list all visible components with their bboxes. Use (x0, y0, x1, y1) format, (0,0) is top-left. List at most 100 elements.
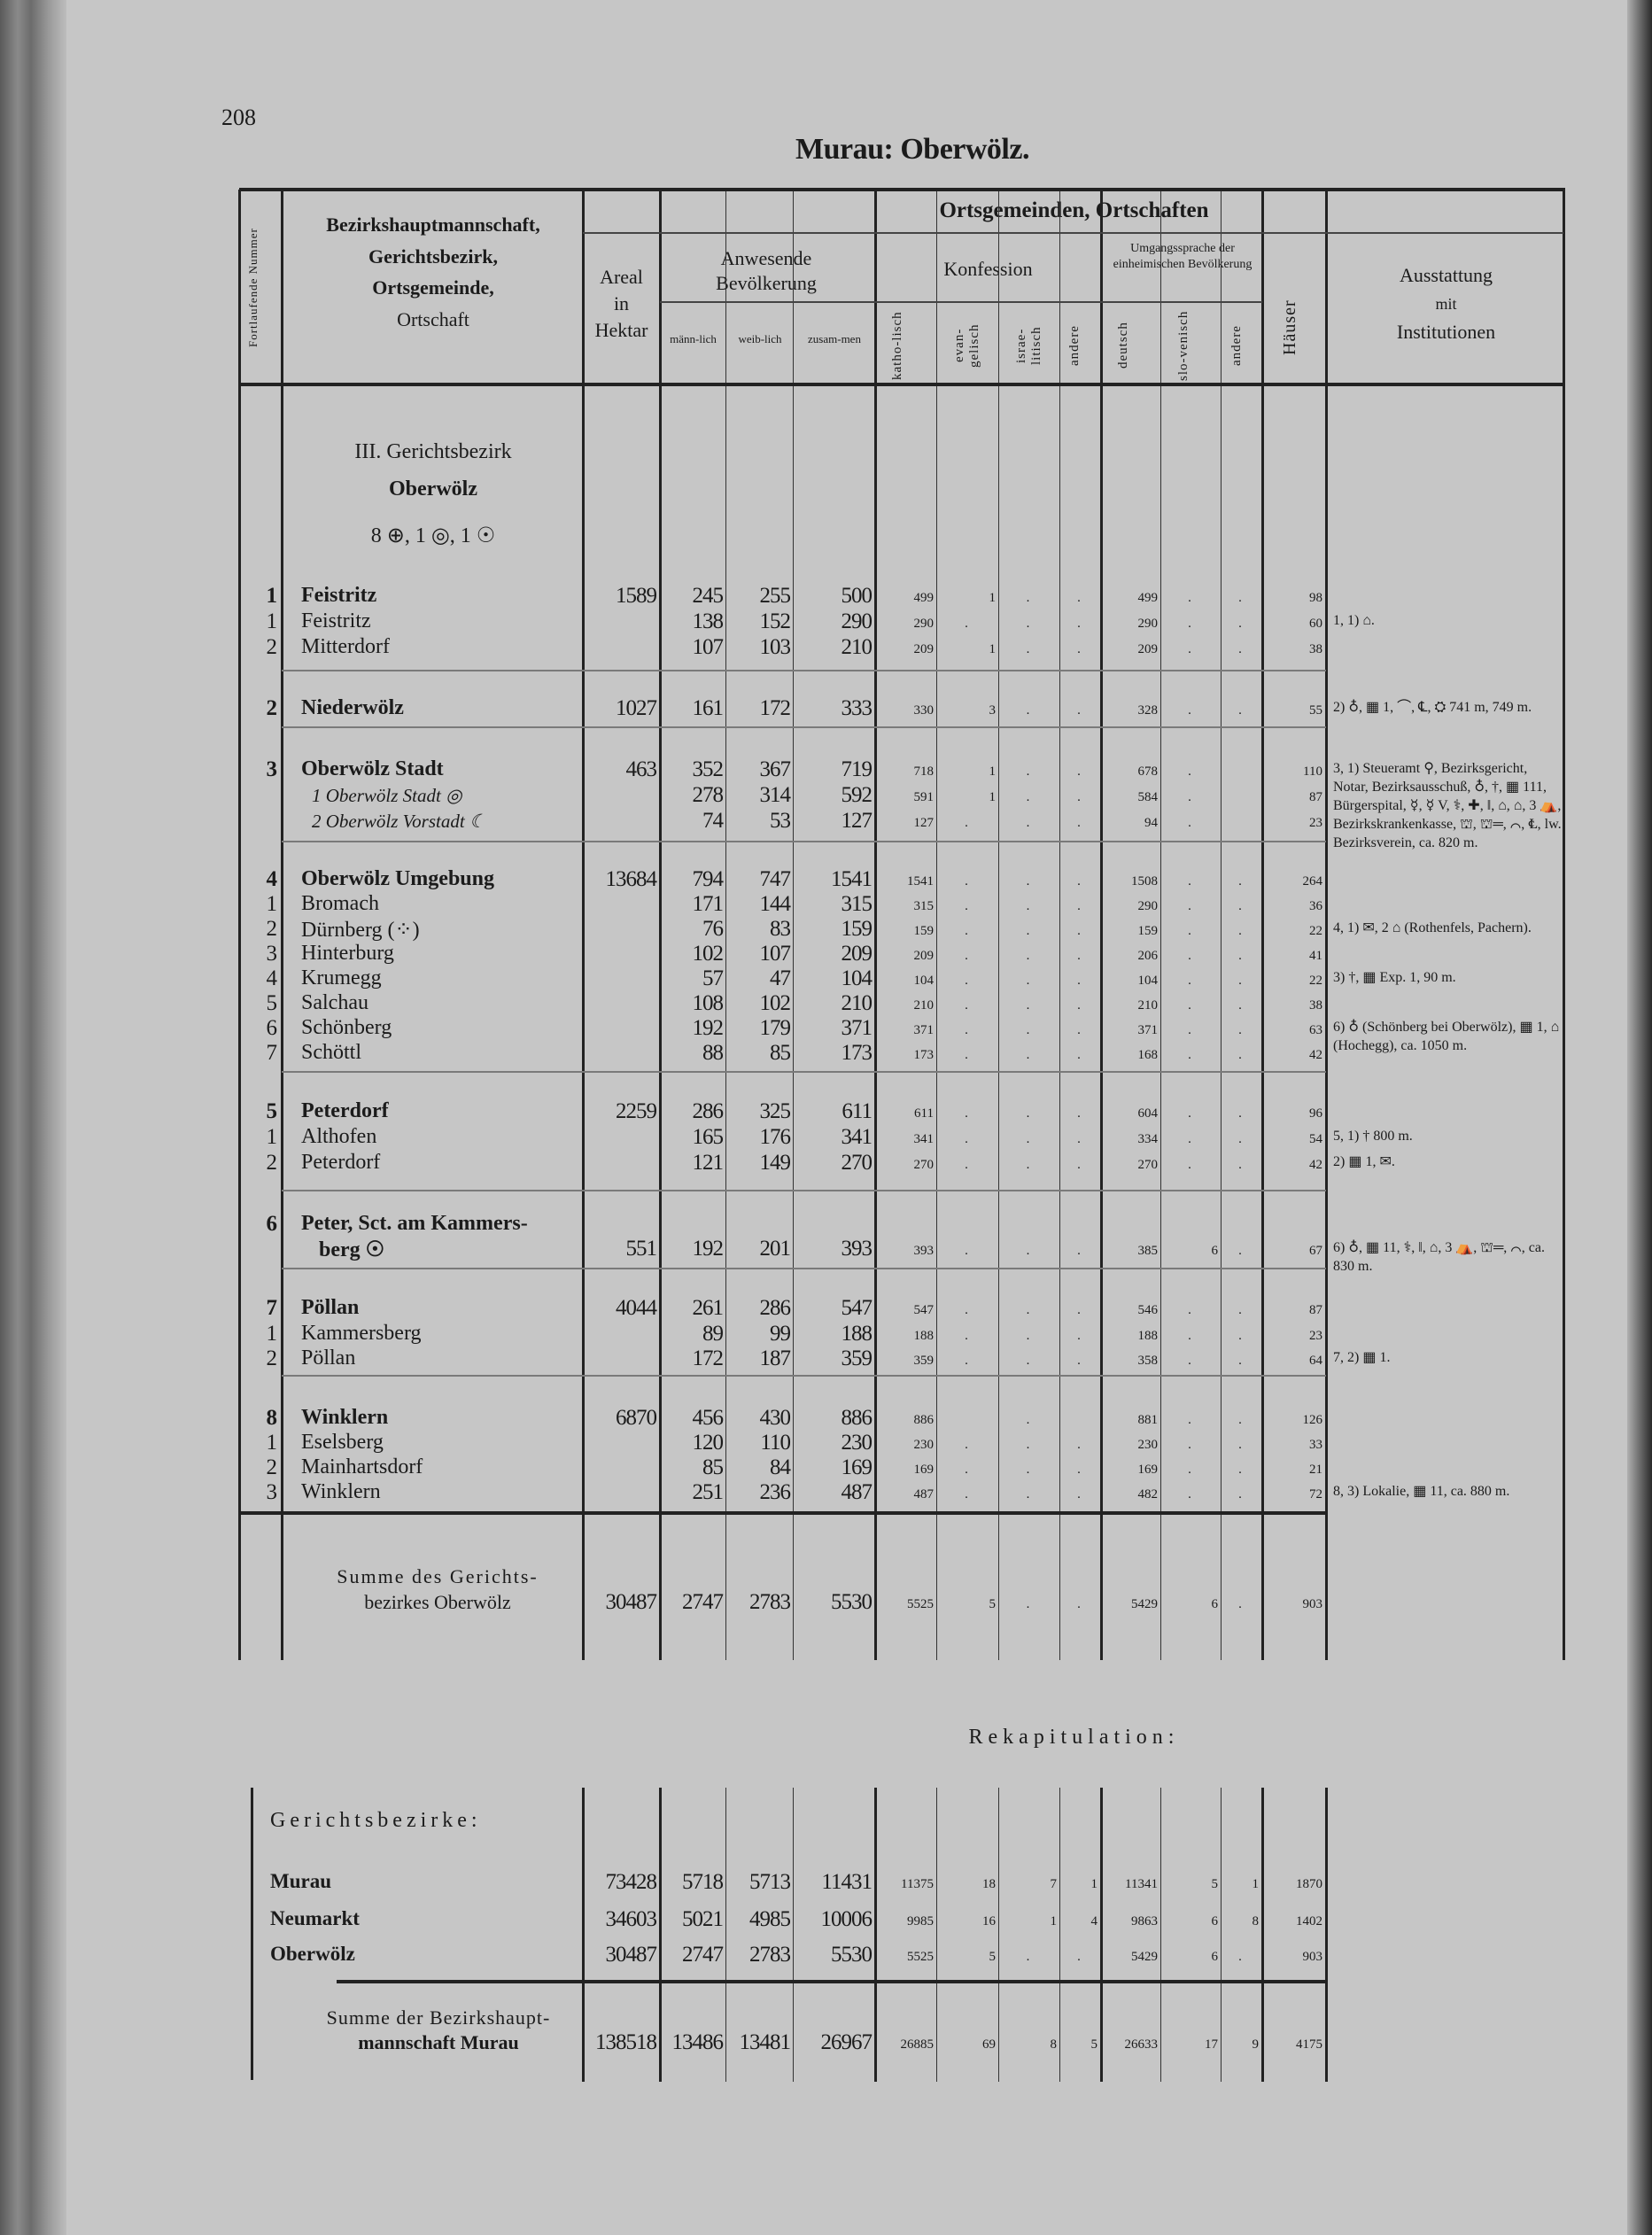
header-catholic: katho-lisch (890, 311, 904, 380)
value-cell: 290 (913, 617, 935, 631)
column-rule (238, 190, 241, 1660)
value-cell: . (965, 1303, 968, 1317)
value-cell: . (1238, 1303, 1242, 1317)
value-cell: 11431 (821, 1870, 873, 1894)
value-cell: 2783 (749, 1943, 791, 1967)
value-cell: . (1188, 764, 1191, 779)
value-cell: . (1188, 617, 1191, 631)
value-cell: . (965, 1244, 968, 1258)
value-cell: 611 (842, 1099, 873, 1123)
value-cell: 126 (1302, 1413, 1323, 1427)
value-cell: 1541 (831, 867, 873, 891)
value-cell: 385 (1137, 1244, 1159, 1258)
value-cell: 328 (1137, 703, 1159, 718)
value-cell: 270 (1137, 1158, 1159, 1172)
scan-right-edge (1627, 0, 1652, 2235)
value-cell: . (1238, 1132, 1242, 1146)
value-cell: 352 (692, 757, 725, 781)
value-cell: . (1026, 1413, 1030, 1427)
value-cell: 1 (1252, 1877, 1260, 1891)
value-cell: 1 (1050, 1914, 1058, 1928)
row-number: 7 (266, 1296, 278, 1320)
value-cell: 107 (759, 942, 792, 966)
value-cell: 121 (692, 1151, 725, 1175)
column-rule (1563, 190, 1565, 1660)
facilities-note: 2) ♁, ▦ 1, ⌒, ℄, ⛭ 741 m, 749 m. (1333, 700, 1532, 715)
value-cell: . (1077, 764, 1081, 779)
header-facilities-line: Ausstattung (1399, 264, 1493, 286)
value-cell: . (1238, 1354, 1242, 1368)
value-cell: 26633 (1124, 2037, 1159, 2052)
header-conf-rule (875, 301, 1101, 303)
facilities-note: 6) ♁, ▦ 11, ⚕, ‖, ⌂, 3 ⛺, ⛫═, ⌒, ca. 830… (1333, 1240, 1545, 1274)
value-cell: . (965, 949, 968, 963)
value-cell: 9863 (1131, 1914, 1158, 1928)
place-name: Oberwölz Umgebung (301, 867, 494, 890)
recap-left-rule (251, 1788, 253, 2080)
value-cell: 159 (1137, 924, 1159, 938)
value-cell: 1508 (1131, 874, 1158, 889)
recap-subtitle: Gerichtsbezirke: (270, 1809, 482, 1832)
value-cell: . (1188, 1158, 1191, 1172)
value-cell: 794 (692, 867, 725, 891)
value-cell: 94 (1144, 816, 1158, 830)
value-cell: . (1026, 617, 1030, 631)
recap-column-rule (1261, 1788, 1264, 2082)
value-cell: 430 (759, 1406, 792, 1430)
row-number: 3 (266, 757, 278, 781)
value-cell: 4 (1090, 1914, 1098, 1928)
header-male: männ-lich (670, 332, 717, 345)
value-cell: 89 (702, 1322, 724, 1346)
value-cell: . (1026, 790, 1030, 804)
value-cell: . (965, 974, 968, 988)
value-cell: 13486 (671, 2030, 725, 2054)
group-separator (282, 1190, 1326, 1191)
value-cell: 6 (1211, 1914, 1219, 1928)
value-cell: 611 (914, 1106, 934, 1121)
group-separator (282, 726, 1326, 728)
value-cell: . (1188, 974, 1191, 988)
column-rule (582, 190, 585, 1660)
value-cell: 88 (702, 1041, 724, 1065)
value-cell: 278 (692, 783, 725, 807)
value-cell: 110 (760, 1431, 791, 1455)
value-cell: . (1077, 790, 1081, 804)
value-cell: 209 (841, 942, 873, 966)
areal-cell: 13684 (605, 867, 658, 891)
row-number: 6 (266, 1016, 278, 1040)
value-cell: . (1188, 874, 1191, 889)
value-cell: 1 (989, 764, 997, 779)
header-name-line: Ortsgemeinde, (372, 276, 494, 299)
place-name-continued: berg ☉ (319, 1238, 385, 1261)
value-cell: 8 (1050, 2037, 1058, 2052)
value-cell: 144 (759, 892, 792, 916)
header-pop-rule (660, 301, 875, 303)
recap-column-rule (659, 1788, 662, 2082)
value-cell: . (1026, 1158, 1030, 1172)
value-cell: 26967 (820, 2030, 873, 2054)
value-cell: 57 (702, 966, 724, 990)
value-cell: . (1077, 1487, 1081, 1502)
value-cell: 171 (692, 892, 725, 916)
place-name: Eselsberg (301, 1431, 384, 1454)
district-heading: III. Gerichtsbezirk (354, 440, 512, 463)
district-name: Oberwölz (389, 477, 477, 501)
header-lang-rule (1101, 301, 1262, 303)
value-cell: 26885 (900, 2037, 935, 2052)
value-cell: . (1238, 1023, 1242, 1037)
value-cell: 371 (913, 1023, 935, 1037)
value-cell: 84 (770, 1455, 791, 1479)
place-name: Pöllan (301, 1346, 356, 1370)
value-cell: 482 (1137, 1487, 1159, 1502)
recap-column-rule (1221, 1788, 1222, 2082)
value-cell: . (1026, 974, 1030, 988)
value-cell: 11341 (1125, 1877, 1158, 1891)
value-cell: 127 (913, 816, 935, 830)
value-cell: 54 (1309, 1132, 1322, 1146)
value-cell: . (1238, 1244, 1242, 1258)
value-cell: . (965, 899, 968, 913)
value-cell: 341 (913, 1132, 935, 1146)
value-cell: 367 (759, 757, 792, 781)
value-cell: . (1026, 703, 1030, 718)
areal-cell: 34603 (605, 1907, 658, 1931)
